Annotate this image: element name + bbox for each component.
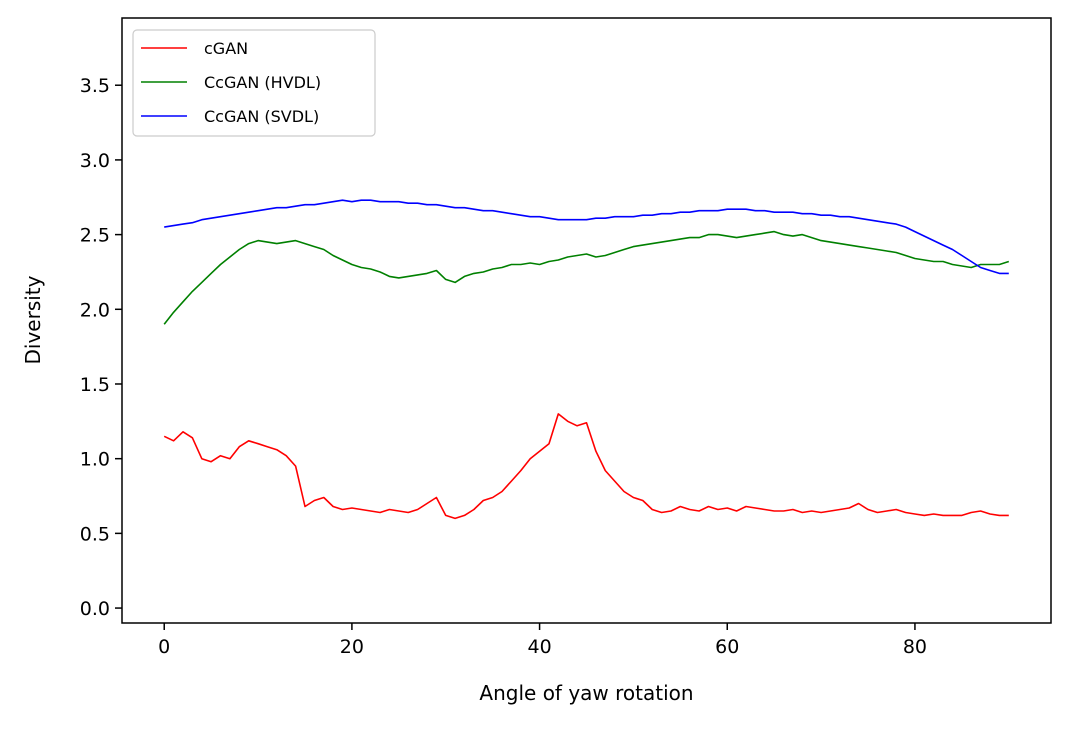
- y-axis-label: Diversity: [21, 275, 45, 364]
- plot-area: [163, 199, 1010, 520]
- y-tick-label: 3.0: [80, 150, 110, 172]
- x-tick-label: 60: [715, 636, 739, 658]
- legend-label: CcGAN (HVDL): [204, 73, 321, 92]
- y-axis: 0.0 0.5 1.0 1.5 2.0 2.5 3.0 3.5: [80, 75, 122, 620]
- series-line-ccgan-svdl: [164, 199, 1009, 275]
- x-axis: 0 20 40 60 80: [158, 623, 927, 658]
- y-tick-label: 2.0: [80, 299, 110, 321]
- legend: cGAN CcGAN (HVDL) CcGAN (SVDL): [132, 29, 376, 137]
- y-tick-label: 1.5: [80, 374, 110, 396]
- y-tick-label: 2.5: [80, 225, 110, 247]
- x-tick-label: 80: [903, 636, 927, 658]
- series-line-cgan: [163, 413, 1009, 520]
- x-tick-label: 20: [340, 636, 364, 658]
- x-axis-label: Angle of yaw rotation: [479, 681, 693, 705]
- legend-label: CcGAN (SVDL): [204, 107, 319, 126]
- y-tick-label: 1.0: [80, 449, 110, 471]
- axes-frame: [121, 17, 1052, 624]
- legend-box: [132, 29, 376, 137]
- y-tick-label: 3.5: [80, 75, 110, 97]
- y-tick-label: 0.5: [80, 523, 110, 545]
- x-tick-label: 40: [527, 636, 551, 658]
- series-line-ccgan-hvdl: [163, 230, 1010, 325]
- legend-label: cGAN: [204, 39, 248, 58]
- x-tick-label: 0: [158, 636, 170, 658]
- y-tick-label: 0.0: [80, 598, 110, 620]
